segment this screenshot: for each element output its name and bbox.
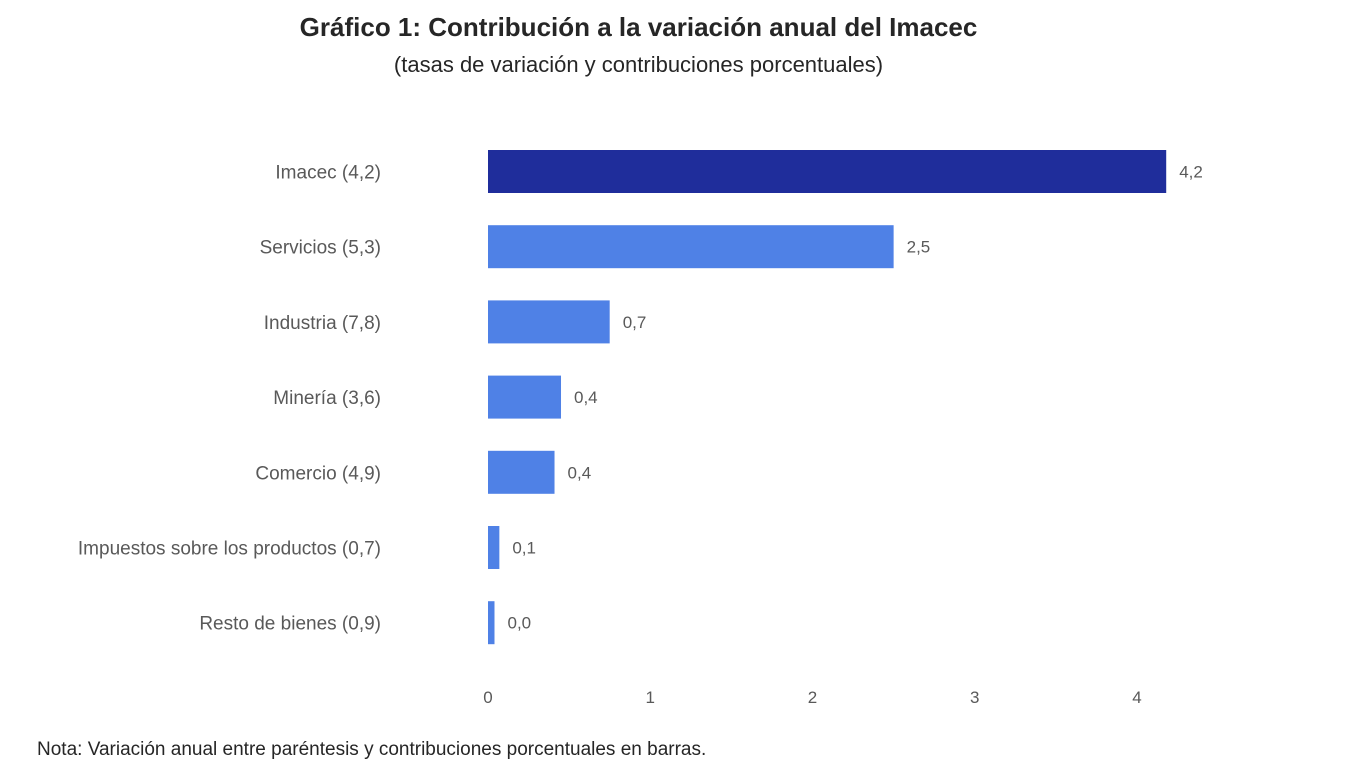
bar: [488, 526, 500, 569]
chart-note: Nota: Variación anual entre paréntesis y…: [37, 739, 707, 760]
bar: [488, 225, 894, 269]
x-tick-label: 2: [808, 688, 817, 707]
data-label: 0,1: [512, 539, 536, 558]
category-label: Imacec (4,2): [275, 163, 381, 184]
bar: [488, 450, 555, 494]
data-label: 4,2: [1179, 163, 1203, 182]
data-label: 0,0: [507, 614, 531, 633]
x-tick-label: 3: [970, 688, 979, 707]
bar: [488, 601, 495, 645]
category-label: Resto de bienes (0,9): [199, 614, 381, 635]
category-label: Impuestos sobre los productos (0,7): [78, 539, 381, 560]
chart-subtitle: (tasas de variación y contribuciones por…: [393, 52, 884, 77]
bar: [488, 150, 1167, 193]
category-label: Industria (7,8): [264, 313, 381, 334]
data-label: 0,7: [623, 313, 647, 332]
x-tick-label: 4: [1132, 688, 1141, 707]
data-label: 0,4: [574, 388, 598, 407]
bar: [488, 300, 610, 344]
category-label: Comercio (4,9): [255, 463, 381, 484]
category-label: Minería (3,6): [273, 388, 381, 409]
x-tick-label: 0: [483, 688, 492, 707]
data-label: 0,4: [568, 463, 592, 482]
data-label: 2,5: [907, 238, 931, 257]
category-label: Servicios (5,3): [260, 238, 381, 259]
x-tick-label: 1: [646, 688, 655, 707]
bar: [488, 375, 562, 419]
chart-title: Gráfico 1: Contribución a la variación a…: [299, 12, 978, 42]
